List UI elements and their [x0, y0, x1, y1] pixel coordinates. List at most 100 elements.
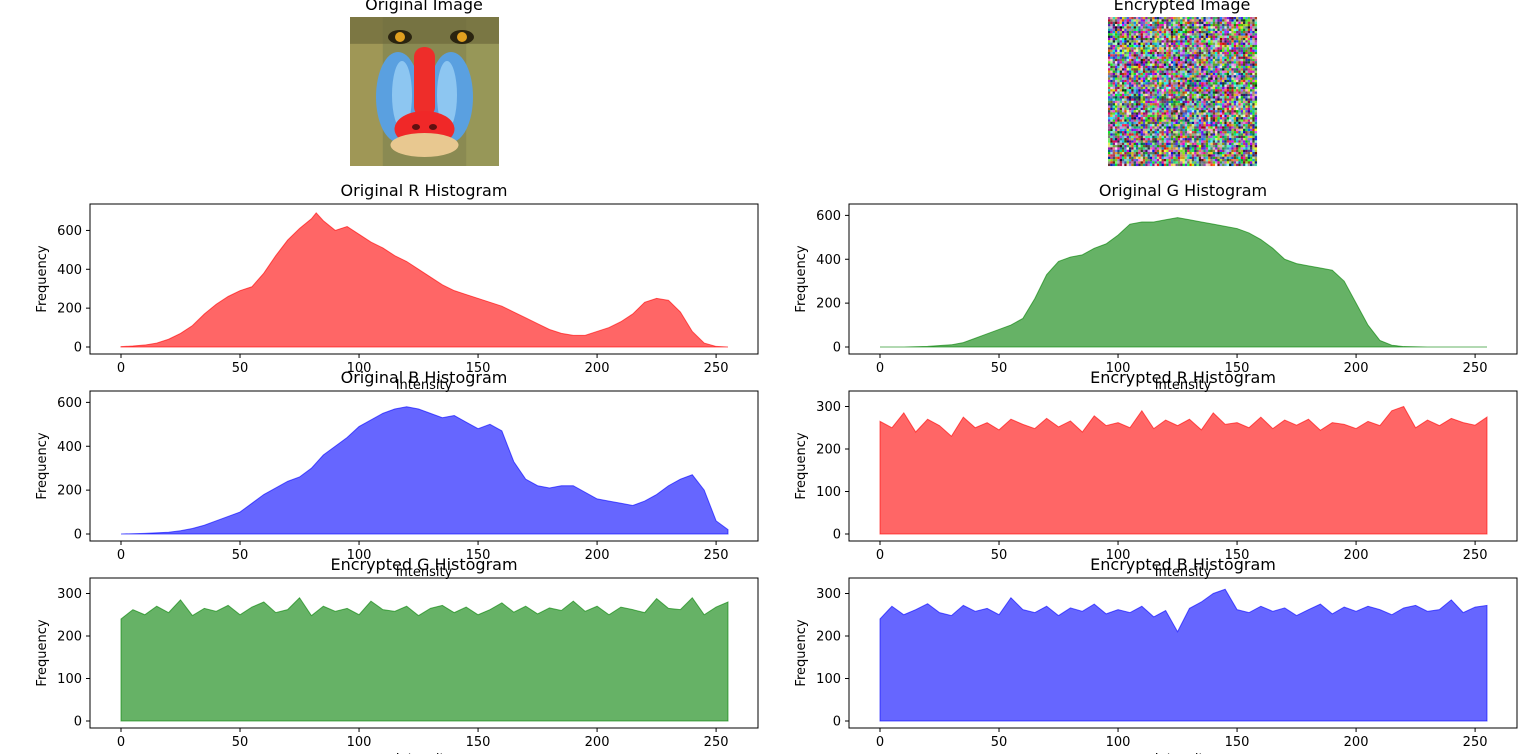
x-axis-label: Intensity: [1155, 752, 1212, 754]
x-tick-label: 100: [347, 735, 372, 750]
chart-title: Original R Histogram: [341, 181, 508, 200]
y-tick-label: 200: [57, 630, 82, 645]
y-tick-label: 600: [816, 209, 841, 224]
x-axis-label: Intensity: [1155, 378, 1212, 393]
x-tick-label: 50: [232, 361, 249, 376]
chart-title: Encrypted R Histogram: [1090, 368, 1276, 387]
y-axis-label: Frequency: [35, 432, 50, 499]
x-tick-label: 100: [1106, 735, 1131, 750]
y-tick-label: 100: [57, 672, 82, 687]
x-tick-label: 0: [876, 548, 884, 563]
x-tick-label: 0: [876, 361, 884, 376]
chart-title: Encrypted G Histogram: [330, 555, 517, 574]
y-tick-label: 300: [57, 587, 82, 602]
histogram-area: [120, 212, 729, 348]
y-tick-label: 200: [816, 443, 841, 458]
x-tick-label: 0: [117, 361, 125, 376]
histogram-area: [879, 588, 1488, 722]
mandrill-image: [350, 17, 499, 166]
y-axis-label: Frequency: [794, 245, 809, 312]
y-tick-label: 0: [833, 341, 841, 356]
histogram-chart-6: 0 50 100 150 200 250 0 100 200 300 Frequency Intens…: [794, 577, 1518, 754]
chart-title: Original G Histogram: [1099, 181, 1267, 200]
histogram-area: [880, 217, 1487, 348]
encrypted-noise-image: [1108, 17, 1258, 167]
encrypted-image-panel: Encrypted Image: [1108, 0, 1258, 167]
x-tick-label: 150: [1225, 548, 1250, 563]
x-tick-label: 0: [876, 735, 884, 750]
x-tick-label: 150: [1225, 735, 1250, 750]
x-tick-label: 50: [232, 735, 249, 750]
y-tick-label: 200: [57, 302, 82, 317]
x-tick-label: 0: [117, 735, 125, 750]
plot-frame: [89, 390, 759, 542]
plot-frame: [848, 390, 1518, 542]
x-tick-label: 100: [1106, 548, 1131, 563]
y-tick-label: 400: [57, 263, 82, 278]
y-axis-label: Frequency: [35, 619, 50, 686]
y-tick-label: 200: [816, 297, 841, 312]
plot-frame: [89, 203, 759, 355]
x-tick-label: 250: [1463, 361, 1488, 376]
x-tick-label: 250: [704, 548, 729, 563]
histogram-chart-1: 0 50 100 150 200 250 0 200 400 600 Frequency Intens…: [35, 203, 759, 393]
y-tick-label: 400: [816, 253, 841, 268]
y-tick-label: 600: [57, 396, 82, 411]
x-tick-label: 150: [1225, 361, 1250, 376]
y-tick-label: 100: [816, 672, 841, 687]
x-tick-label: 250: [704, 735, 729, 750]
x-axis-label: Intensity: [1155, 565, 1212, 580]
plot-frame: [848, 577, 1518, 729]
x-tick-label: 150: [466, 548, 491, 563]
x-tick-label: 200: [585, 735, 610, 750]
original-image-title: Original Image: [365, 0, 483, 14]
x-tick-label: 250: [704, 361, 729, 376]
x-axis-label: Intensity: [396, 378, 453, 393]
encrypted-image-title: Encrypted Image: [1114, 0, 1251, 14]
chart-title: Encrypted B Histogram: [1090, 555, 1276, 574]
x-tick-label: 100: [347, 548, 372, 563]
histogram-chart-2: 0 50 100 150 200 250 0 200 400 600 Frequency Intens…: [794, 203, 1518, 393]
plot-frame: [848, 203, 1518, 355]
x-tick-label: 0: [117, 548, 125, 563]
chart-title: Original B Histogram: [341, 368, 508, 387]
x-axis-label: Intensity: [396, 752, 453, 754]
x-tick-label: 200: [1344, 548, 1369, 563]
x-tick-label: 200: [585, 548, 610, 563]
histogram-area: [879, 405, 1488, 535]
histogram-chart-4: 0 50 100 150 200 250 0 100 200 300 Frequency Intens…: [794, 390, 1518, 580]
y-tick-label: 600: [57, 224, 82, 239]
y-axis-label: Frequency: [794, 432, 809, 499]
y-tick-label: 0: [74, 715, 82, 730]
x-tick-label: 250: [1463, 548, 1488, 563]
y-tick-label: 300: [816, 587, 841, 602]
y-tick-label: 300: [816, 400, 841, 415]
x-tick-label: 50: [991, 548, 1008, 563]
histogram-chart-5: 0 50 100 150 200 250 0 100 200 300 Frequency Intens…: [35, 577, 759, 754]
y-axis-label: Frequency: [35, 245, 50, 312]
y-tick-label: 0: [74, 528, 82, 543]
histogram-chart-3: 0 50 100 150 200 250 0 200 400 600 Frequency Intens…: [35, 390, 759, 580]
x-tick-label: 100: [1106, 361, 1131, 376]
y-tick-label: 0: [833, 528, 841, 543]
histogram-area: [120, 406, 729, 535]
y-tick-label: 400: [57, 440, 82, 455]
x-tick-label: 100: [347, 361, 372, 376]
y-tick-label: 200: [57, 484, 82, 499]
x-tick-label: 200: [585, 361, 610, 376]
y-axis-label: Frequency: [794, 619, 809, 686]
histogram-area: [120, 596, 729, 722]
x-tick-label: 150: [466, 361, 491, 376]
y-tick-label: 100: [816, 485, 841, 500]
x-tick-label: 50: [232, 548, 249, 563]
plot-frame: [89, 577, 759, 729]
x-axis-label: Intensity: [396, 565, 453, 580]
x-tick-label: 200: [1344, 735, 1369, 750]
x-tick-label: 150: [466, 735, 491, 750]
original-image-panel: Original Image: [350, 0, 499, 166]
x-tick-label: 50: [991, 361, 1008, 376]
y-tick-label: 200: [816, 630, 841, 645]
x-tick-label: 200: [1344, 361, 1369, 376]
x-tick-label: 50: [991, 735, 1008, 750]
